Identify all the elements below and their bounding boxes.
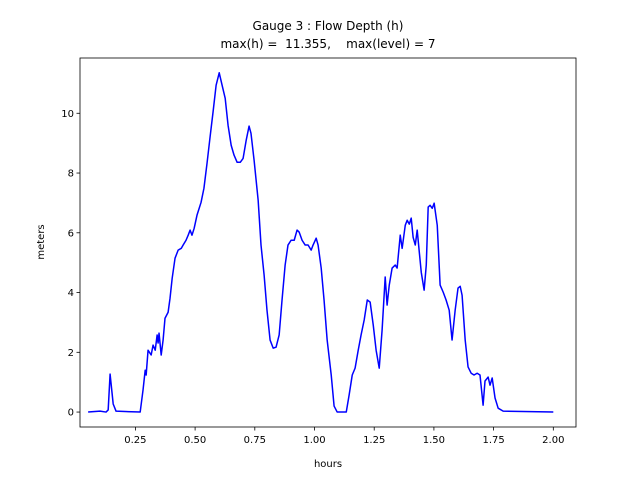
y-tick-label: 4	[68, 288, 74, 299]
chart-subtitle: max(h) = 11.355, max(level) = 7	[220, 37, 435, 51]
x-axis-label: hours	[314, 459, 342, 470]
x-tick-label: 1.50	[423, 435, 445, 446]
plot-frame	[79, 57, 577, 428]
y-axis-label: meters	[36, 224, 47, 259]
x-tick-label: 0.25	[124, 435, 146, 446]
chart-title: Gauge 3 : Flow Depth (h)	[253, 19, 404, 33]
x-tick-label: 1.25	[363, 435, 385, 446]
y-tick-label: 10	[61, 109, 74, 120]
y-tick-label: 8	[68, 169, 74, 180]
x-tick-label: 1.75	[482, 435, 504, 446]
x-tick-label: 2.00	[542, 435, 564, 446]
y-tick-label: 6	[68, 228, 74, 239]
y-tick-label: 0	[68, 408, 74, 419]
y-tick-label: 2	[68, 348, 74, 359]
x-tick-label: 0.75	[244, 435, 266, 446]
x-tick-label: 1.00	[303, 435, 325, 446]
x-tick-label: 0.50	[184, 435, 206, 446]
data-line	[88, 72, 554, 413]
